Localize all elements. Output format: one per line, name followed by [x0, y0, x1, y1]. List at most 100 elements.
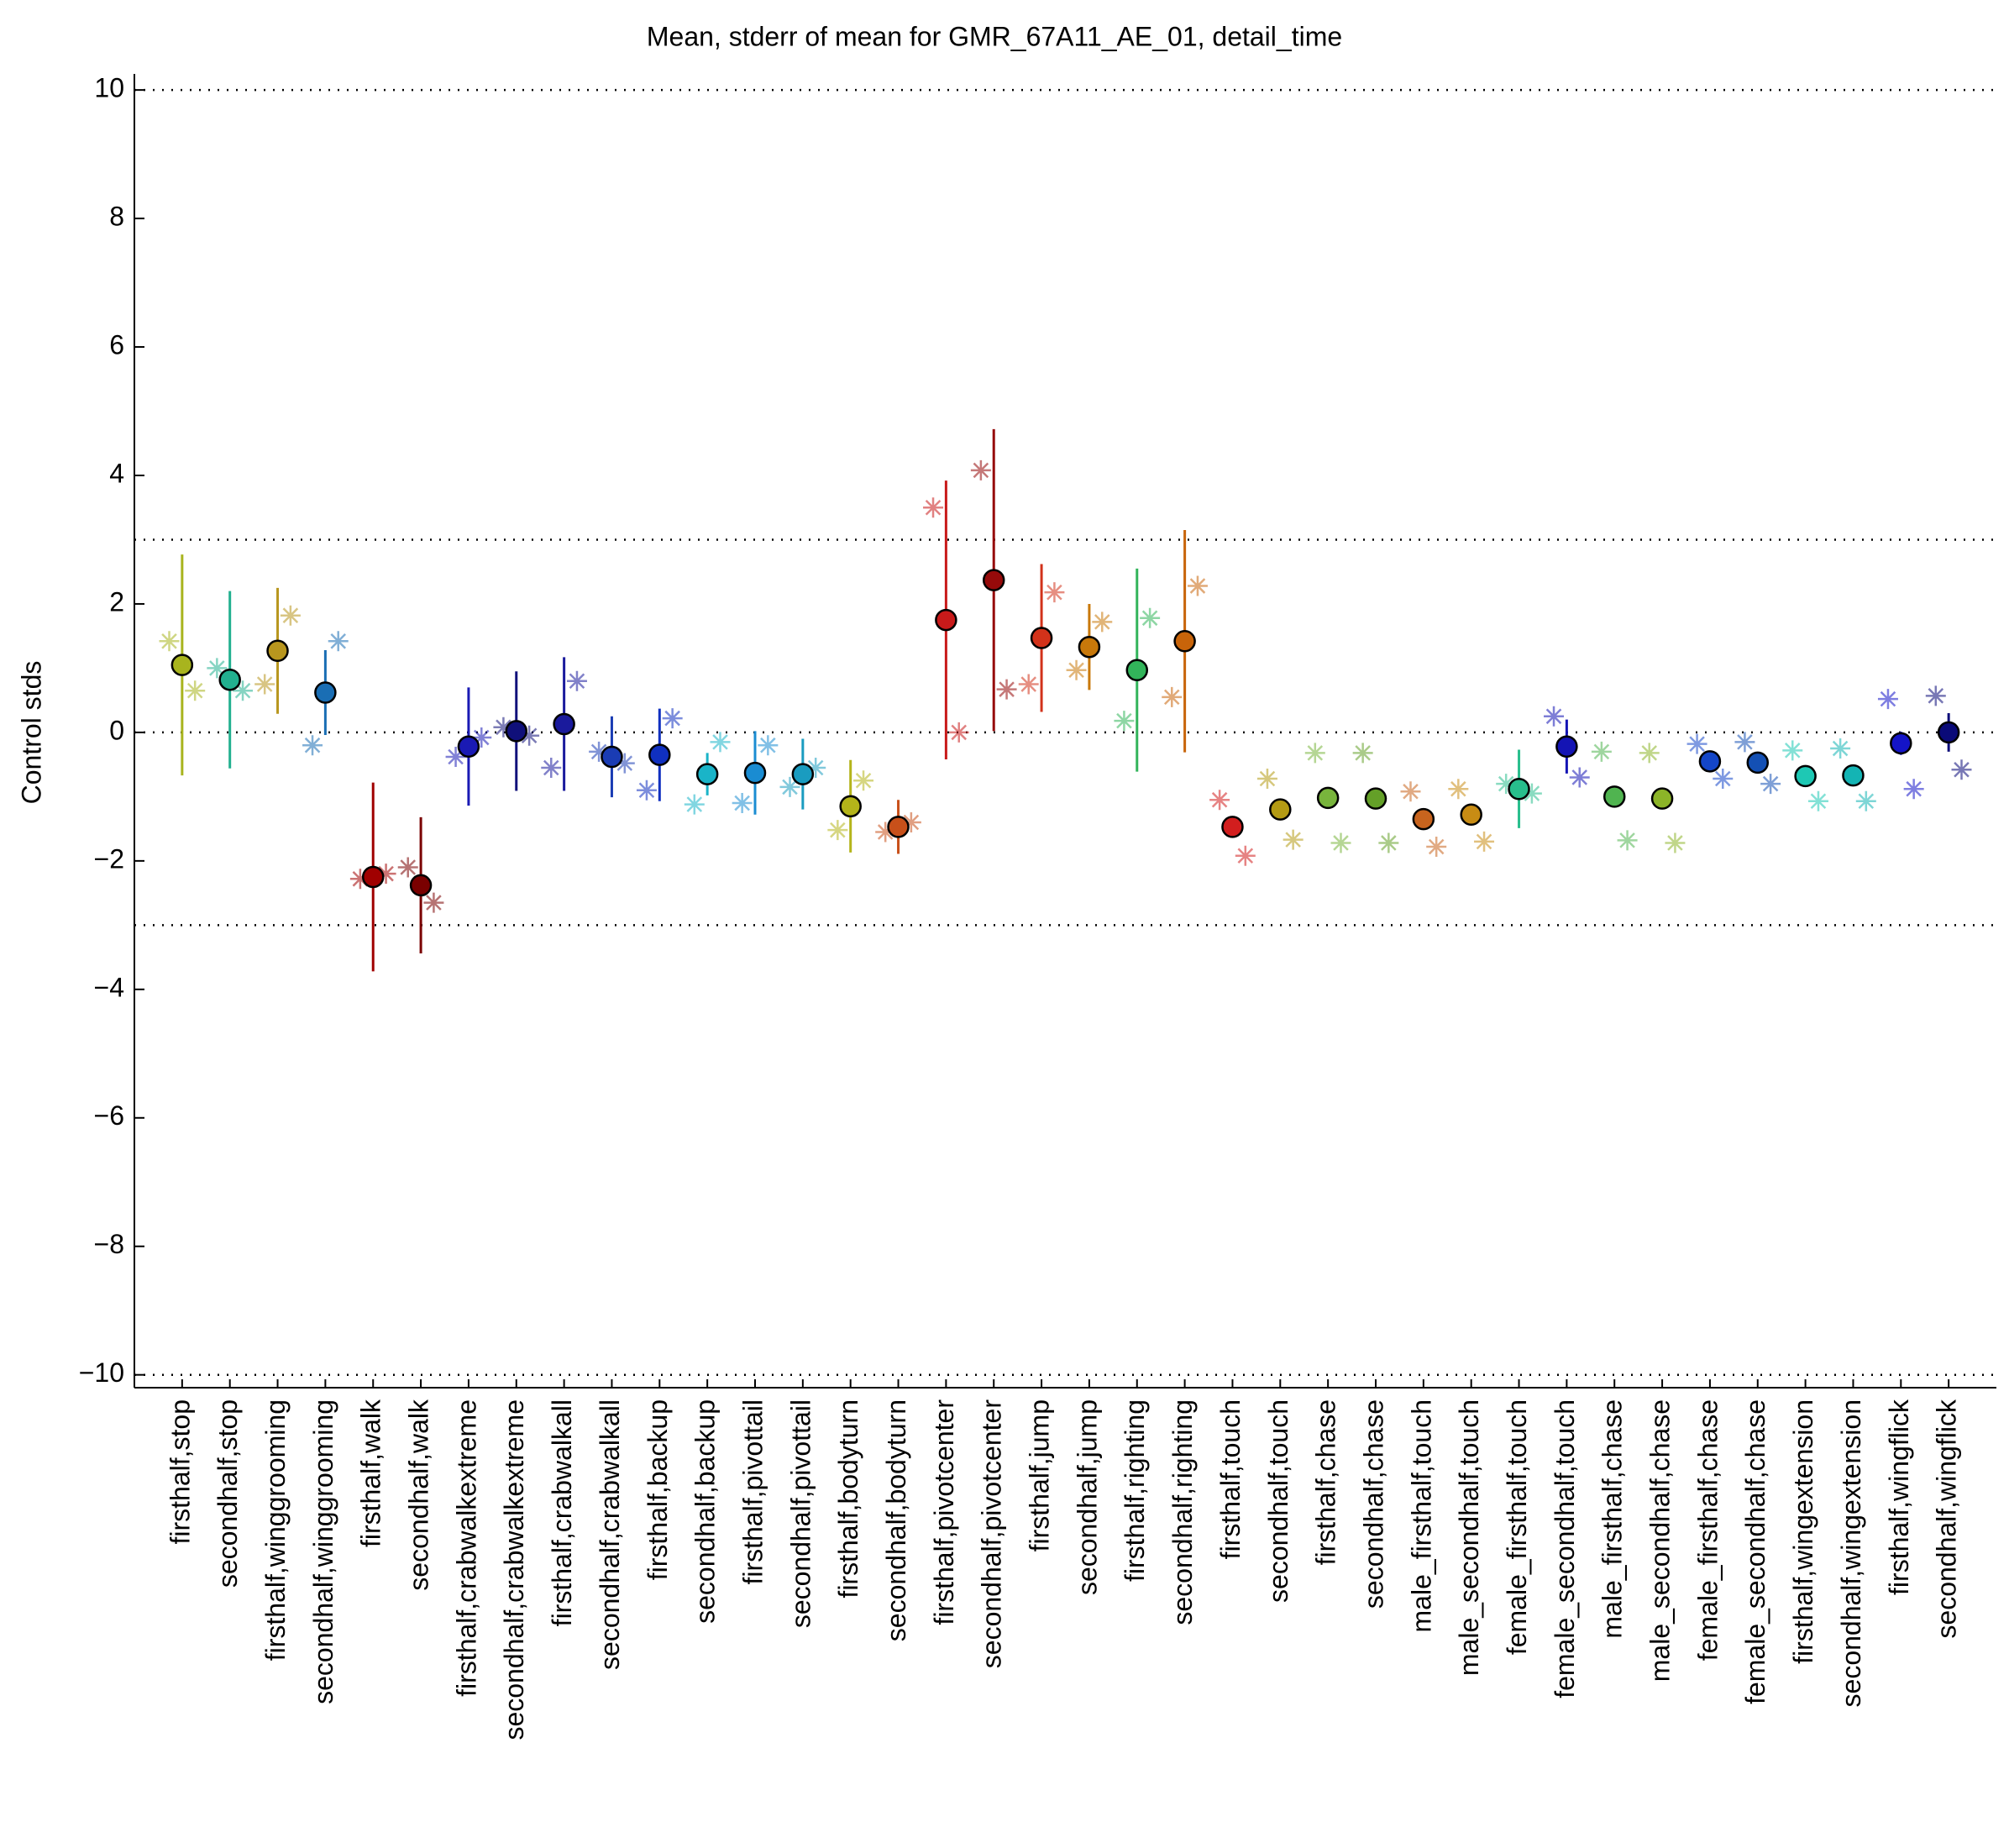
x-tick-label: female_secondhalf,chase [1740, 1399, 1770, 1704]
star-marker [1044, 582, 1065, 603]
mean-marker [170, 654, 194, 676]
star-marker [1448, 779, 1469, 800]
x-tick-label: female_firsthalf,touch [1502, 1399, 1532, 1655]
x-tick-label: firsthalf,bodyturn [833, 1399, 863, 1599]
star-marker [1591, 741, 1612, 762]
mean-marker [1602, 785, 1626, 808]
x-tick-label: male_firsthalf,touch [1406, 1399, 1436, 1632]
y-tick-label: −8 [94, 1229, 124, 1259]
star-marker [662, 708, 683, 729]
star-marker [710, 732, 731, 753]
star-marker [1855, 790, 1876, 811]
star-marker [1544, 706, 1565, 727]
y-tick-label: 10 [94, 73, 124, 103]
star-marker [1713, 768, 1734, 789]
mean-marker [1173, 630, 1196, 653]
x-tick-label: secondhalf,crabwalkall [595, 1399, 625, 1670]
y-tick-label: −6 [94, 1100, 124, 1131]
star-marker [875, 822, 896, 843]
star-marker [900, 811, 921, 832]
mean-marker [1746, 751, 1770, 774]
star-marker [375, 864, 396, 885]
mean-marker [1650, 787, 1674, 810]
x-tick-label: secondhalf,chase [1358, 1399, 1388, 1609]
x-tick-label: secondhalf,bodyturn [881, 1399, 911, 1641]
star-marker [1352, 743, 1373, 764]
mean-marker [361, 865, 385, 889]
mean-marker [1221, 816, 1244, 838]
x-tick-label: secondhalf,wingextension [1836, 1399, 1866, 1707]
mean-marker [743, 761, 767, 785]
star-marker [779, 776, 800, 797]
star-marker [1018, 674, 1039, 695]
star-marker [970, 459, 991, 480]
x-tick-label: secondhalf,touch [1263, 1399, 1293, 1603]
x-tick-label: firsthalf,backup [643, 1399, 673, 1580]
star-marker [254, 674, 275, 695]
x-tick-label: firsthalf,walk [356, 1399, 386, 1547]
mean-marker [505, 720, 528, 743]
mean-marker [1890, 732, 1912, 755]
star-marker [1903, 779, 1924, 800]
x-tick-label: female_firsthalf,chase [1692, 1399, 1723, 1661]
mean-marker [695, 763, 719, 785]
star-marker [1209, 790, 1230, 811]
mean-marker [1555, 735, 1578, 758]
mean-marker [1937, 721, 1960, 744]
y-axis-label: Control stds [16, 661, 46, 805]
star-marker [423, 892, 444, 913]
star-marker [328, 631, 349, 652]
y-tick-label: −4 [94, 972, 124, 1002]
star-marker [349, 869, 370, 890]
x-tick-label: secondhalf,wingflick [1932, 1399, 1962, 1639]
star-marker [471, 727, 492, 748]
mean-marker [266, 639, 289, 663]
star-marker [280, 605, 301, 626]
mean-marker [982, 569, 1005, 591]
mean-marker [1316, 786, 1340, 810]
y-tick-label: 6 [109, 329, 124, 360]
star-marker [1877, 689, 1898, 710]
x-tick-label: secondhalf,stop [212, 1399, 243, 1588]
star-marker [1474, 831, 1495, 852]
star-marker [519, 725, 540, 746]
x-tick-label: firsthalf,jump [1025, 1399, 1055, 1551]
x-tick-label: firsthalf,pivotcenter [929, 1399, 959, 1625]
x-tick-label: male_firsthalf,chase [1597, 1399, 1628, 1639]
mean-marker [1794, 764, 1817, 788]
star-marker [1066, 659, 1087, 680]
x-tick-label: firsthalf,pivottail [737, 1399, 768, 1585]
star-marker [684, 794, 705, 815]
star-marker [1617, 830, 1638, 851]
star-marker [233, 680, 254, 701]
star-marker [1639, 743, 1660, 764]
mean-marker [1030, 627, 1053, 649]
star-marker [948, 722, 969, 743]
star-marker [1283, 829, 1303, 850]
star-marker [1426, 837, 1447, 858]
star-marker [1162, 686, 1183, 707]
x-tick-label: firsthalf,crabwalkall [547, 1399, 577, 1626]
star-marker [1235, 845, 1256, 866]
x-tick-label: secondhalf,pivotcenter [977, 1399, 1007, 1669]
mean-marker [1078, 635, 1101, 659]
x-tick-label: secondhalf,backup [690, 1399, 721, 1624]
mean-marker [218, 668, 241, 691]
mean-marker [1508, 777, 1530, 801]
mean-marker [648, 743, 671, 766]
x-tick-label: firsthalf,wingflick [1884, 1399, 1914, 1595]
mean-marker [457, 735, 480, 758]
star-marker [1256, 768, 1277, 789]
star-marker [1378, 832, 1399, 853]
star-marker [805, 757, 826, 778]
x-tick-label: firsthalf,touch [1215, 1399, 1246, 1559]
y-tick-label: 8 [109, 202, 124, 232]
x-tick-label: male_secondhalf,chase [1645, 1399, 1676, 1682]
star-marker [1760, 774, 1781, 795]
x-tick-label: firsthalf,stop [165, 1399, 195, 1545]
star-marker [923, 497, 944, 518]
x-tick-label: secondhalf,jump [1072, 1399, 1102, 1595]
x-tick-label: male_secondhalf,touch [1454, 1399, 1484, 1676]
mean-marker [409, 874, 433, 897]
